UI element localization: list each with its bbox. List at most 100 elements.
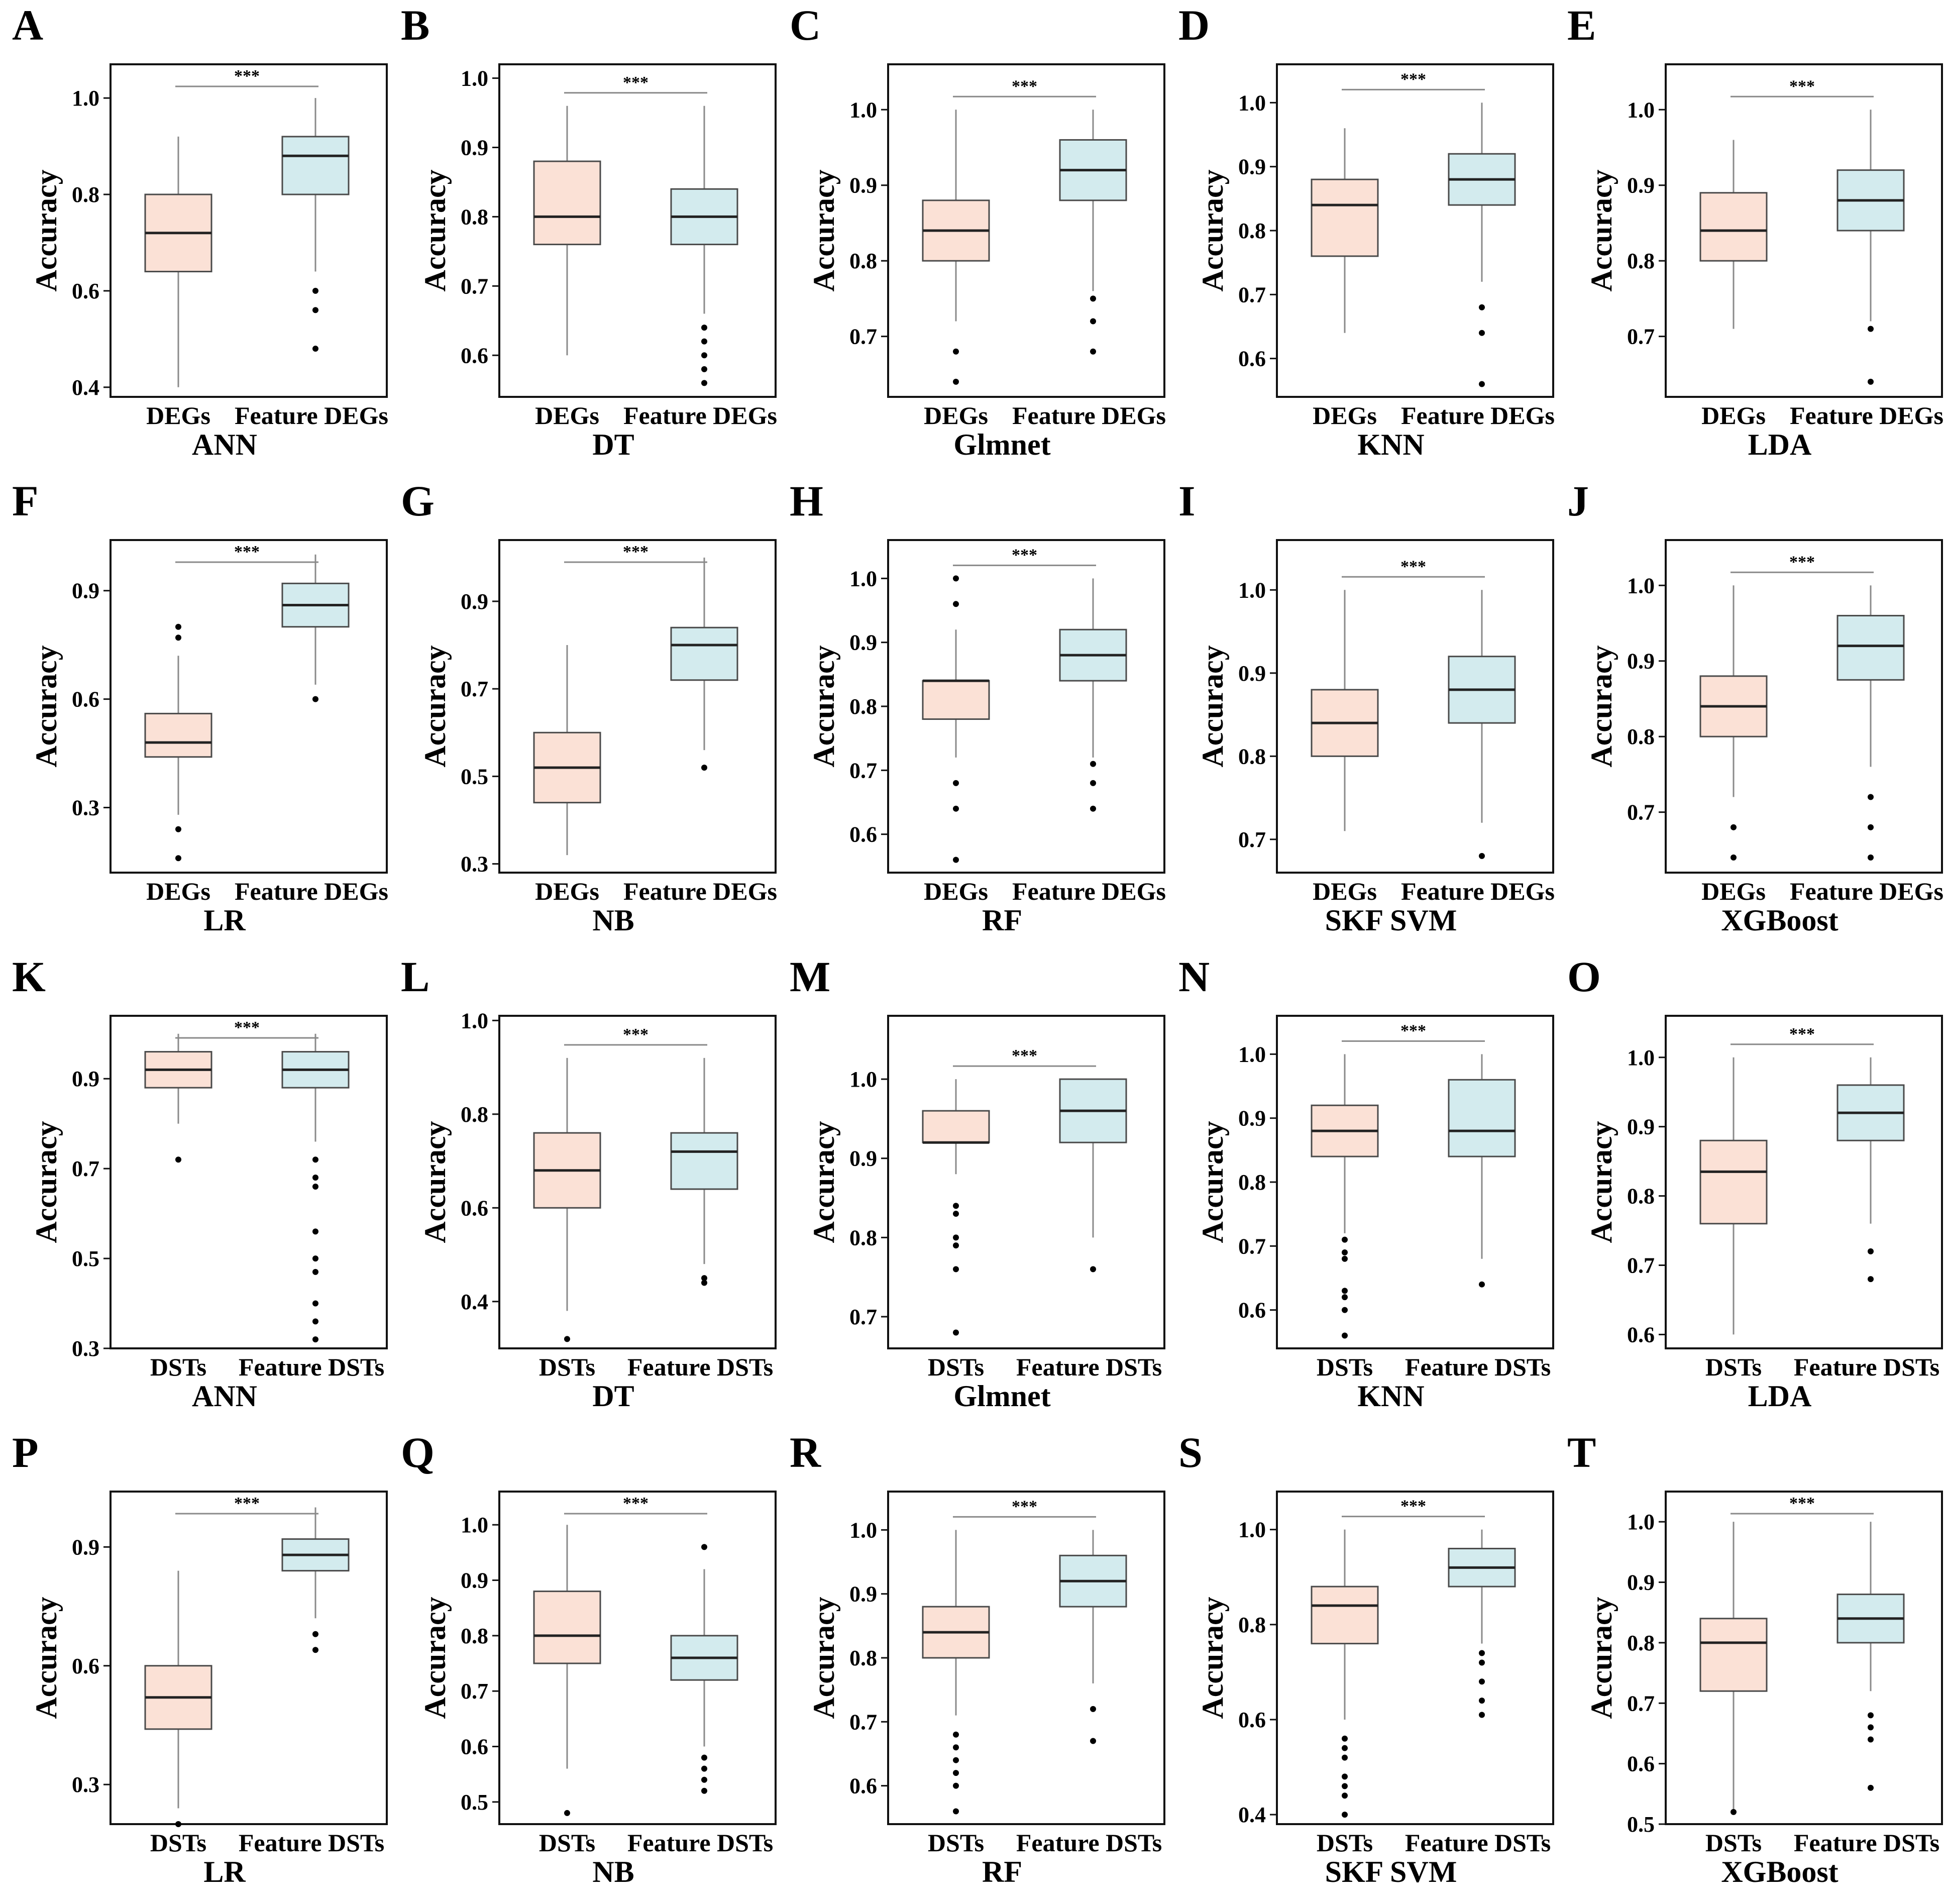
outlier-point bbox=[1090, 348, 1096, 355]
iqr-box bbox=[1699, 1139, 1768, 1225]
outlier-point bbox=[175, 855, 181, 862]
outlier-point bbox=[312, 1318, 318, 1325]
outlier-point bbox=[1342, 1332, 1348, 1339]
x-category-label: DSTs bbox=[150, 1353, 206, 1381]
y-axis-label: Accuracy bbox=[1585, 169, 1618, 291]
y-tick-label: 0.3 bbox=[72, 795, 99, 820]
x-category-label: Feature DSTs bbox=[1405, 1353, 1551, 1381]
outlier-point bbox=[1479, 1281, 1485, 1288]
y-tick-label: 1.0 bbox=[1238, 1042, 1266, 1067]
panel-C: C 0.7 0.8 0.9 1.0 Accuracy *** DEGs Feature DEGs… bbox=[778, 0, 1166, 476]
x-category-label: DEGs bbox=[1701, 401, 1766, 430]
plot-frame bbox=[498, 1491, 777, 1825]
y-axis-label: Accuracy bbox=[807, 169, 840, 291]
outlier-point bbox=[175, 623, 181, 630]
outlier-point bbox=[1479, 1712, 1485, 1718]
y-tick-label: 0.8 bbox=[1627, 1631, 1655, 1655]
y-tick-label: 0.9 bbox=[1627, 1115, 1655, 1139]
y-tick-label: 0.6 bbox=[1627, 1752, 1655, 1776]
model-name: LDA bbox=[1748, 428, 1812, 461]
outlier-point bbox=[1479, 1678, 1485, 1685]
y-tick-label: 1.0 bbox=[1238, 578, 1266, 602]
box-group1 bbox=[144, 1570, 212, 1827]
x-category-label: Feature DSTs bbox=[1016, 1353, 1162, 1381]
model-name: SKF SVM bbox=[1325, 1855, 1457, 1888]
significance-stars: *** bbox=[1400, 1497, 1426, 1516]
y-tick-label: 0.9 bbox=[1627, 1570, 1655, 1595]
significance-stars: *** bbox=[1012, 77, 1037, 95]
outlier-point bbox=[953, 1731, 959, 1738]
y-tick-label: 0.5 bbox=[461, 1790, 488, 1815]
iqr-box bbox=[1311, 178, 1379, 257]
boxplot-O: 0.6 0.7 0.8 0.9 1.0 Accuracy *** DSTs Feature DS… bbox=[1585, 1015, 1943, 1381]
outlier-point bbox=[953, 1329, 959, 1336]
y-tick-label: 0.9 bbox=[849, 1582, 877, 1607]
iqr-box bbox=[1448, 1079, 1516, 1157]
box-group1 bbox=[533, 1525, 601, 1816]
box-group2 bbox=[1059, 1078, 1127, 1273]
model-name: NB bbox=[592, 904, 634, 937]
box-group2 bbox=[1836, 1522, 1905, 1791]
model-name: ANN bbox=[192, 1380, 257, 1413]
y-tick-label: 0.9 bbox=[1238, 1106, 1266, 1131]
y-tick-label: 1.0 bbox=[72, 86, 99, 111]
x-category-label: DEGs bbox=[1313, 877, 1377, 905]
outlier-point bbox=[564, 1336, 570, 1342]
box-group2 bbox=[281, 1507, 350, 1653]
outlier-point bbox=[1868, 378, 1874, 385]
panel-letter: L bbox=[401, 953, 430, 1001]
box-group2 bbox=[1059, 110, 1127, 355]
iqr-box bbox=[670, 1132, 738, 1190]
panel-letter: J bbox=[1567, 477, 1589, 525]
x-category-label: DEGs bbox=[924, 401, 988, 430]
x-category-label: DSTs bbox=[539, 1353, 595, 1381]
box-group1 bbox=[1699, 1057, 1768, 1335]
y-tick-label: 0.8 bbox=[1627, 1184, 1655, 1209]
outlier-point bbox=[1090, 1266, 1096, 1273]
model-name: Glmnet bbox=[953, 1380, 1051, 1413]
y-axis-label: Accuracy bbox=[30, 1597, 63, 1719]
panel-letter: B bbox=[401, 1, 430, 49]
boxplot-G: 0.3 0.5 0.7 0.9 Accuracy *** DEGs Feature DEGs bbox=[418, 539, 777, 905]
y-tick-label: 0.8 bbox=[72, 182, 99, 207]
plot-frame bbox=[1665, 63, 1943, 398]
y-tick-label: 0.7 bbox=[1627, 1253, 1655, 1278]
y-tick-label: 0.8 bbox=[1238, 1613, 1266, 1637]
panel-letter: F bbox=[12, 477, 39, 525]
x-category-label: DSTs bbox=[1705, 1353, 1762, 1381]
boxplot-T: 0.5 0.6 0.7 0.8 0.9 1.0 Accuracy *** DSTs Feature… bbox=[1585, 1491, 1943, 1857]
x-category-label: Feature DEGs bbox=[1012, 401, 1166, 430]
iqr-box bbox=[144, 712, 212, 758]
box-group1 bbox=[922, 575, 990, 863]
y-axis-label: Accuracy bbox=[807, 1597, 840, 1719]
outlier-point bbox=[953, 780, 959, 786]
plot-frame bbox=[1276, 539, 1554, 874]
outlier-point bbox=[175, 826, 181, 832]
y-tick-label: 0.3 bbox=[461, 852, 488, 877]
boxplot-R: 0.6 0.7 0.8 0.9 1.0 Accuracy *** DSTs Feature DS… bbox=[807, 1491, 1165, 1857]
y-tick-label: 0.6 bbox=[1238, 1298, 1266, 1323]
x-category-label: DEGs bbox=[146, 877, 210, 905]
y-tick-label: 0.7 bbox=[849, 325, 877, 349]
x-category-label: Feature DEGs bbox=[1401, 401, 1555, 430]
outlier-point bbox=[1090, 295, 1096, 302]
boxplot-C: 0.7 0.8 0.9 1.0 Accuracy *** DEGs Feature DEGs bbox=[807, 63, 1166, 430]
boxplot-M: 0.7 0.8 0.9 1.0 Accuracy *** DSTs Feature DSTs bbox=[807, 1015, 1165, 1381]
panel-Q: Q 0.5 0.6 0.7 0.8 0.9 1.0 Accuracy *** DSTs Featur… bbox=[389, 1427, 778, 1903]
outlier-point bbox=[701, 1754, 707, 1761]
outlier-point bbox=[312, 1156, 318, 1163]
panel-A: A 0.4 0.6 0.8 1.0 Accuracy *** DEGs Feature DEGs… bbox=[0, 0, 389, 476]
x-category-label: Feature DSTs bbox=[1016, 1829, 1162, 1857]
y-tick-label: 0.5 bbox=[72, 1246, 99, 1271]
x-category-label: DSTs bbox=[928, 1353, 984, 1381]
x-category-label: Feature DSTs bbox=[627, 1353, 773, 1381]
boxplot-Q: 0.5 0.6 0.7 0.8 0.9 1.0 Accuracy *** DSTs Feature… bbox=[418, 1491, 777, 1857]
plot-frame bbox=[1276, 1491, 1554, 1825]
panel-O: O 0.6 0.7 0.8 0.9 1.0 Accuracy *** DSTs Feature D… bbox=[1555, 951, 1944, 1427]
box-group1 bbox=[922, 1530, 990, 1815]
panel-K: K 0.3 0.5 0.7 0.9 Accuracy *** DSTs Feature DSTs… bbox=[0, 951, 389, 1427]
boxplot-K: 0.3 0.5 0.7 0.9 Accuracy *** DSTs Feature DSTs bbox=[30, 1015, 388, 1381]
y-tick-label: 0.8 bbox=[849, 249, 877, 273]
y-tick-label: 1.0 bbox=[461, 1008, 488, 1033]
box-group1 bbox=[1311, 1054, 1379, 1339]
